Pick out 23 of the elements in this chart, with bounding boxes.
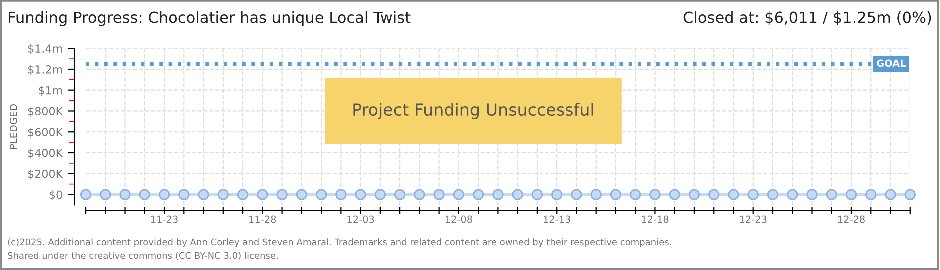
y-tick-label: $0 bbox=[50, 190, 62, 201]
y-tick-label: $800K bbox=[28, 107, 64, 118]
y-tick-label: $600K bbox=[28, 128, 64, 138]
y-tick-label: $400K bbox=[28, 148, 64, 159]
y-axis-title: PLEDGED bbox=[10, 104, 18, 149]
y-tick-label: $1.4m bbox=[28, 44, 62, 54]
x-tick-label: 12-03 bbox=[348, 216, 374, 224]
x-tick-label: 12-08 bbox=[446, 216, 472, 224]
y-tick-label: $1.2m bbox=[28, 65, 62, 76]
chart-subtitle: Closed at: $6,011 / $1.25m (0%) bbox=[684, 12, 932, 26]
text: Shared under the creative commons (CC BY-NC 3.0) license. bbox=[8, 252, 278, 260]
chart-title: Funding Progress: Chocolatier has unique Local Twist bbox=[9, 12, 411, 26]
text: (c)2025. Additional content provided by Ann Corley and Steven Amaral. Trademarks and related content are owned by their respective companies. bbox=[8, 238, 672, 248]
x-tick-label: 12-23 bbox=[740, 216, 767, 224]
x-tick-label: 11-28 bbox=[250, 216, 276, 224]
x-tick-label: 12-28 bbox=[838, 216, 865, 224]
annotation: Project Funding Unsuccessful bbox=[354, 103, 594, 120]
y-tick-label: $1m bbox=[39, 86, 62, 96]
ref-line-label: GOAL bbox=[877, 60, 906, 68]
x-tick-label: 12-13 bbox=[544, 216, 570, 224]
x-tick-label: 11-23 bbox=[151, 216, 178, 224]
y-tick-label: $200K bbox=[28, 170, 64, 180]
x-tick-label: 12-18 bbox=[642, 216, 669, 224]
